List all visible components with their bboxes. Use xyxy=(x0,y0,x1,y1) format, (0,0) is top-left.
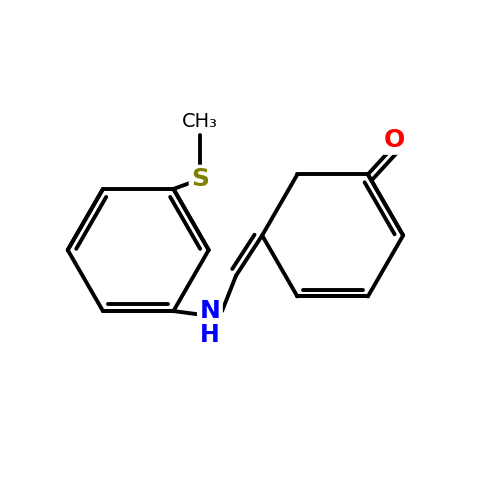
Text: N: N xyxy=(200,299,220,323)
Text: O: O xyxy=(384,128,405,152)
Text: H: H xyxy=(200,324,220,347)
Text: S: S xyxy=(191,167,209,191)
Text: CH₃: CH₃ xyxy=(182,112,218,130)
